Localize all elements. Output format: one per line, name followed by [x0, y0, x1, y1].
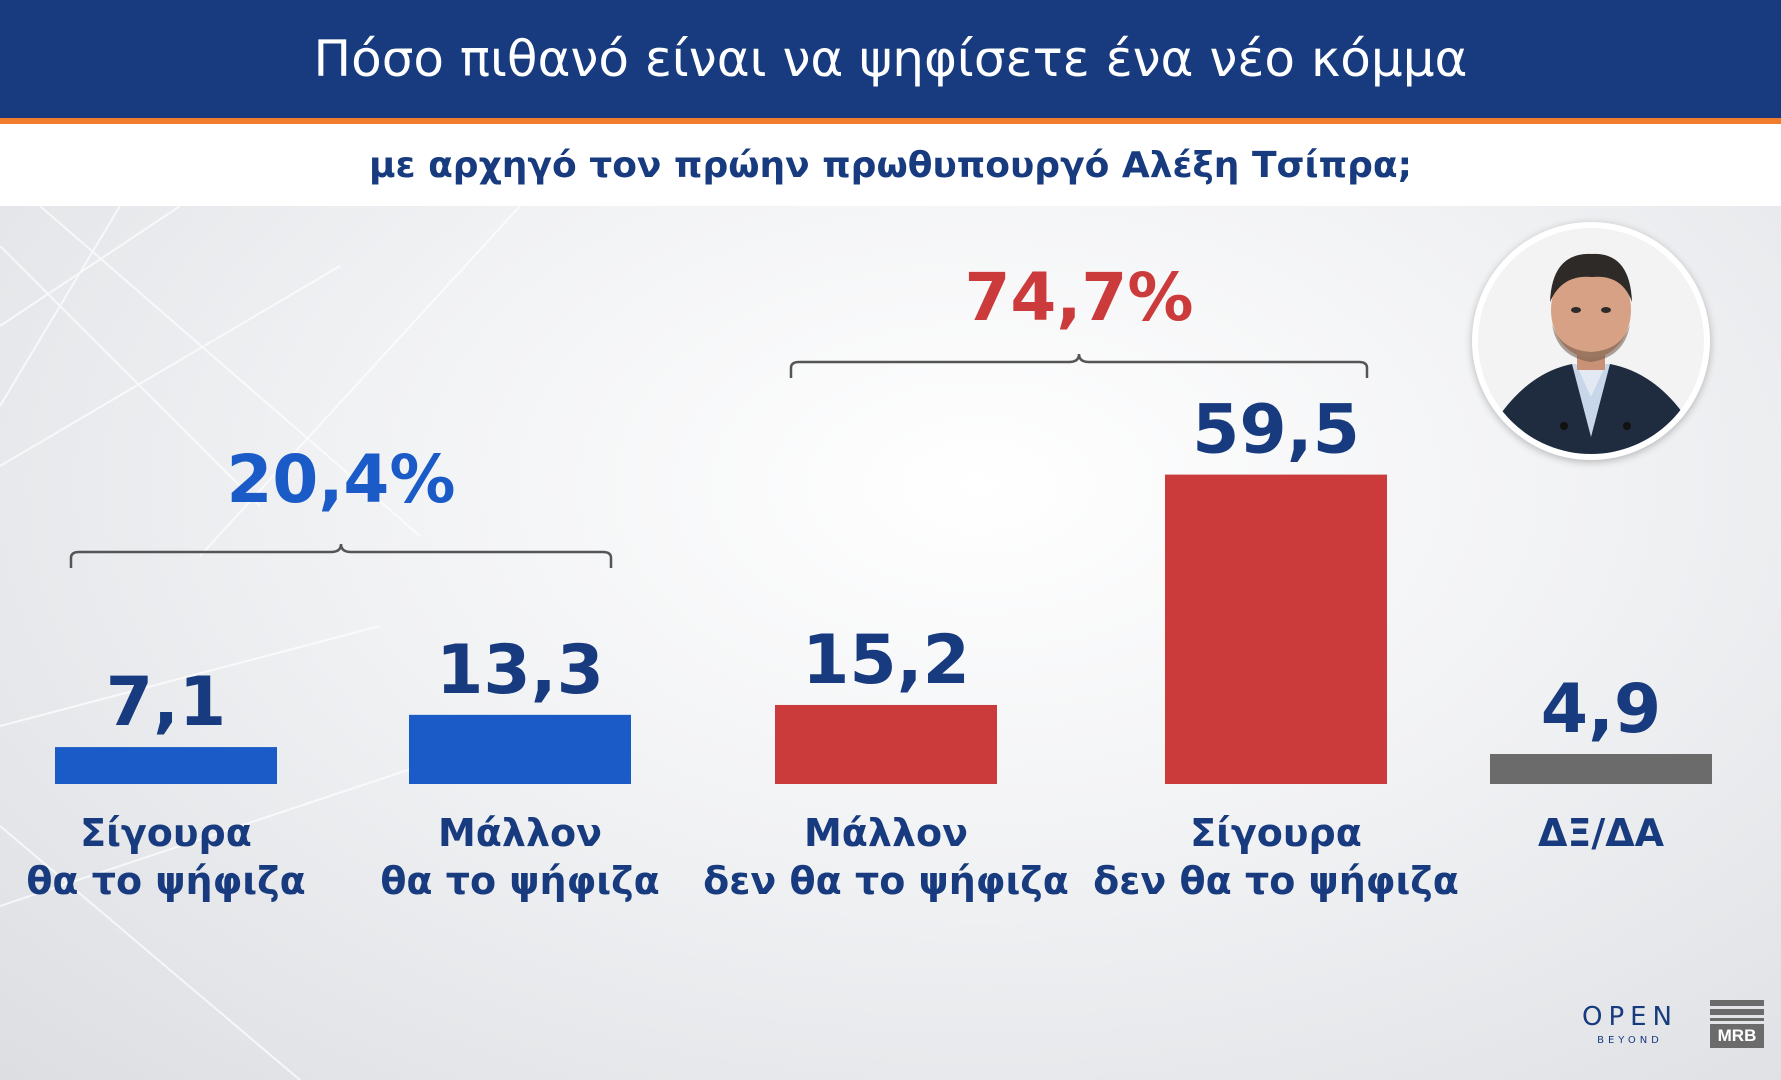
category-label-3-1: δεν θα το ψήφιζα [1093, 859, 1459, 903]
background-decoration [0, 206, 521, 1080]
header-bar: Πόσο πιθανό είναι να ψηφίσετε ένα νέο κό… [0, 0, 1781, 124]
value-label-2: 15,2 [802, 621, 970, 700]
mrb-logo: MRB [1710, 1000, 1764, 1048]
open-logo-text: OPEN [1581, 1002, 1679, 1032]
group-total-label-1: 74,7% [965, 259, 1194, 336]
category-label-1-0: Μάλλον [438, 811, 602, 855]
category-label-0-0: Σίγουρα [80, 811, 252, 855]
value-label-4: 4,9 [1541, 670, 1661, 749]
value-label-0: 7,1 [106, 663, 226, 742]
person-portrait-icon [1472, 222, 1710, 460]
bar-4 [1490, 754, 1712, 784]
chart-title: Πόσο πιθανό είναι να ψηφίσετε ένα νέο κό… [313, 30, 1468, 88]
mrb-logo-text: MRB [1710, 1024, 1764, 1048]
category-label-0-1: θα το ψήφιζα [26, 859, 305, 903]
bar-3 [1165, 474, 1387, 784]
value-label-1: 13,3 [436, 631, 604, 710]
open-logo-subtext: BEYOND [1597, 1035, 1663, 1046]
group-brace-1 [789, 353, 1369, 378]
open-beyond-logo: OPEN BEYOND [1570, 1002, 1690, 1050]
group-total-label-0: 20,4% [227, 441, 456, 518]
category-label-1-1: θα το ψήφιζα [380, 859, 659, 903]
chart-subtitle: με αρχηγό τον πρώην πρωθυπουργό Αλέξη Τσ… [0, 124, 1781, 206]
category-label-3-0: Σίγουρα [1190, 811, 1362, 855]
bar-1 [409, 714, 631, 784]
value-label-3: 59,5 [1192, 391, 1360, 470]
bar-2 [775, 704, 997, 784]
bar-0 [55, 747, 277, 784]
category-label-2-1: δεν θα το ψήφιζα [703, 859, 1069, 903]
category-label-4-0: ΔΞ/ΔΑ [1538, 811, 1665, 855]
group-brace-0 [69, 543, 613, 568]
category-label-2-0: Μάλλον [804, 811, 968, 855]
